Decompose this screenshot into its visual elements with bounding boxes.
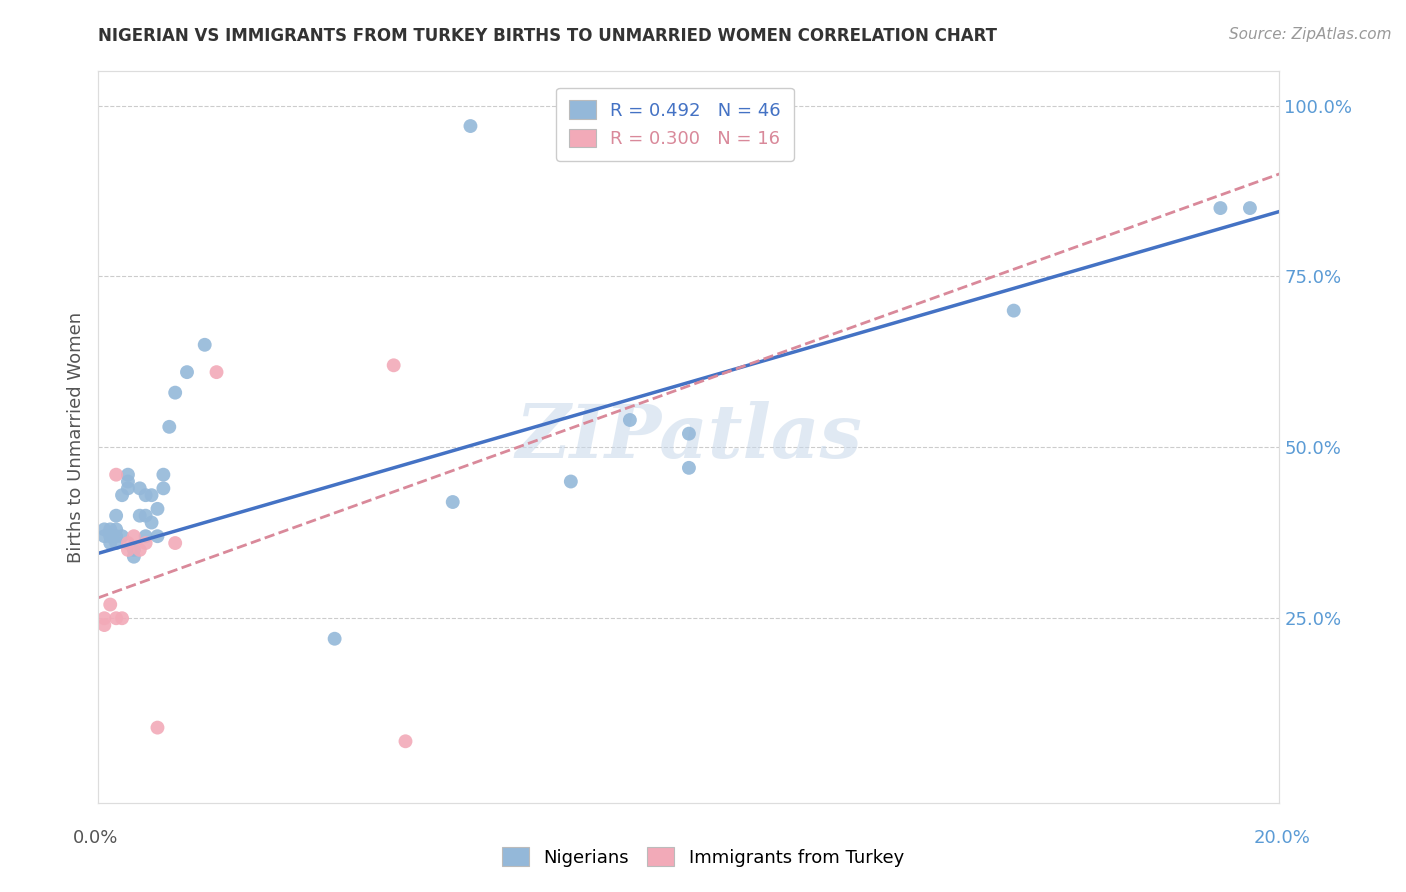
Point xyxy=(105,508,128,523)
Point xyxy=(441,495,464,509)
Point xyxy=(152,467,174,482)
Point xyxy=(135,536,157,550)
Point xyxy=(98,598,121,612)
Point xyxy=(128,508,150,523)
Point xyxy=(98,522,121,536)
Point xyxy=(141,488,163,502)
Point xyxy=(146,529,169,543)
Point xyxy=(122,542,145,557)
Point xyxy=(117,536,139,550)
Point xyxy=(111,611,134,625)
Point xyxy=(1239,201,1261,215)
Point xyxy=(619,413,641,427)
Text: 20.0%: 20.0% xyxy=(1254,829,1310,847)
Point xyxy=(105,611,128,625)
Point xyxy=(678,460,700,475)
Point xyxy=(128,481,150,495)
Point xyxy=(122,549,145,564)
Point xyxy=(105,522,128,536)
Point xyxy=(1209,201,1232,215)
Point xyxy=(98,529,121,543)
Point xyxy=(122,529,145,543)
Point xyxy=(111,529,134,543)
Point xyxy=(146,501,169,516)
Point xyxy=(93,522,115,536)
Point xyxy=(165,385,187,400)
Point xyxy=(98,536,121,550)
Point xyxy=(323,632,346,646)
Point xyxy=(152,481,174,495)
Point xyxy=(117,475,139,489)
Point xyxy=(382,359,405,373)
Point xyxy=(105,467,128,482)
Point xyxy=(1002,303,1025,318)
Point xyxy=(105,536,128,550)
Point xyxy=(128,542,150,557)
Point xyxy=(157,420,180,434)
Y-axis label: Births to Unmarried Women: Births to Unmarried Women xyxy=(66,311,84,563)
Point xyxy=(205,365,228,379)
Point xyxy=(146,721,169,735)
Text: NIGERIAN VS IMMIGRANTS FROM TURKEY BIRTHS TO UNMARRIED WOMEN CORRELATION CHART: NIGERIAN VS IMMIGRANTS FROM TURKEY BIRTH… xyxy=(98,27,997,45)
Legend: R = 0.492   N = 46, R = 0.300   N = 16: R = 0.492 N = 46, R = 0.300 N = 16 xyxy=(557,87,793,161)
Point xyxy=(135,508,157,523)
Point xyxy=(111,488,134,502)
Text: Source: ZipAtlas.com: Source: ZipAtlas.com xyxy=(1229,27,1392,42)
Legend: Nigerians, Immigrants from Turkey: Nigerians, Immigrants from Turkey xyxy=(495,840,911,874)
Point xyxy=(176,365,198,379)
Point xyxy=(93,529,115,543)
Point xyxy=(460,119,482,133)
Point xyxy=(135,488,157,502)
Point xyxy=(560,475,582,489)
Text: 0.0%: 0.0% xyxy=(73,829,118,847)
Text: ZIPatlas: ZIPatlas xyxy=(516,401,862,474)
Point xyxy=(194,338,217,352)
Point xyxy=(117,467,139,482)
Point xyxy=(678,426,700,441)
Point xyxy=(105,529,128,543)
Point xyxy=(135,529,157,543)
Point xyxy=(93,618,115,632)
Point xyxy=(117,481,139,495)
Point xyxy=(394,734,416,748)
Point xyxy=(165,536,187,550)
Point xyxy=(117,542,139,557)
Point xyxy=(141,516,163,530)
Point xyxy=(93,611,115,625)
